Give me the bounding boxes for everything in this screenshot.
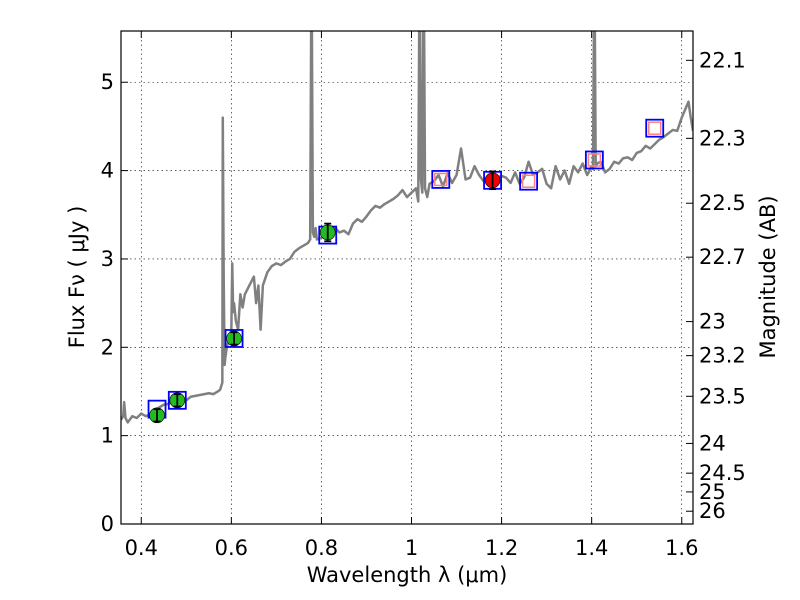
x-tick-label: 1.4 [575,536,608,560]
spectrum-layer [121,31,693,424]
magnitude-tick-label: 24.5 [699,461,746,485]
y-tick-label: 1 [101,424,114,448]
x-tick-label: 1.6 [665,536,698,560]
tick-layer [121,31,693,525]
magnitude-tick-label: 23.2 [699,344,746,368]
x-tick-label: 1 [405,536,418,560]
x-tick-label: 0.4 [125,536,158,560]
y-tick-label: 4 [101,159,114,183]
model-flux-box [519,171,539,191]
magnitude-tick-label: 26 [699,499,726,523]
y-tick-label: 3 [101,247,114,271]
model-flux-box [431,170,451,189]
magnitude-tick-label: 22.5 [699,191,746,215]
x-tick-label: 0.6 [215,536,248,560]
model-flux-box [167,390,187,410]
model-flux-box [645,118,665,138]
magnitude-tick-label: 25 [699,480,726,504]
synthetic-point [521,174,536,188]
y-tick-label: 5 [101,70,114,94]
magnitude-tick-label: 24 [699,431,726,455]
y-axis-right-label: Magnitude (AB) [756,195,780,358]
model-flux-box [224,329,244,348]
y-axis-label: Flux Fν ( μJy ) [65,206,89,349]
model-flux-box [584,150,604,170]
magnitude-tick-label: 22.3 [699,126,746,150]
x-tick-label: 1.2 [485,536,518,560]
synthetic-point [587,153,602,167]
spectrum-line [121,31,693,424]
synthetic-point [647,121,662,135]
y-tick-label: 0 [101,512,114,536]
y-tick-label: 2 [101,335,114,359]
magnitude-tick-label: 23.5 [699,384,746,408]
label-layer: 0.4 0.6 0.8 1 1.2 1.4 1.601234522.122.322.522.… [101,48,746,560]
x-axis-label: Wavelength λ (μm) [307,563,508,587]
marker-layer [147,118,665,424]
grid [121,31,693,525]
plot-frame [120,30,694,525]
magnitude-tick-label: 22.7 [699,245,746,269]
x-tick-label: 0.8 [305,536,338,560]
magnitude-tick-label: 22.1 [699,48,746,72]
magnitude-tick-label: 23 [699,310,726,334]
synthetic-point [434,172,448,187]
